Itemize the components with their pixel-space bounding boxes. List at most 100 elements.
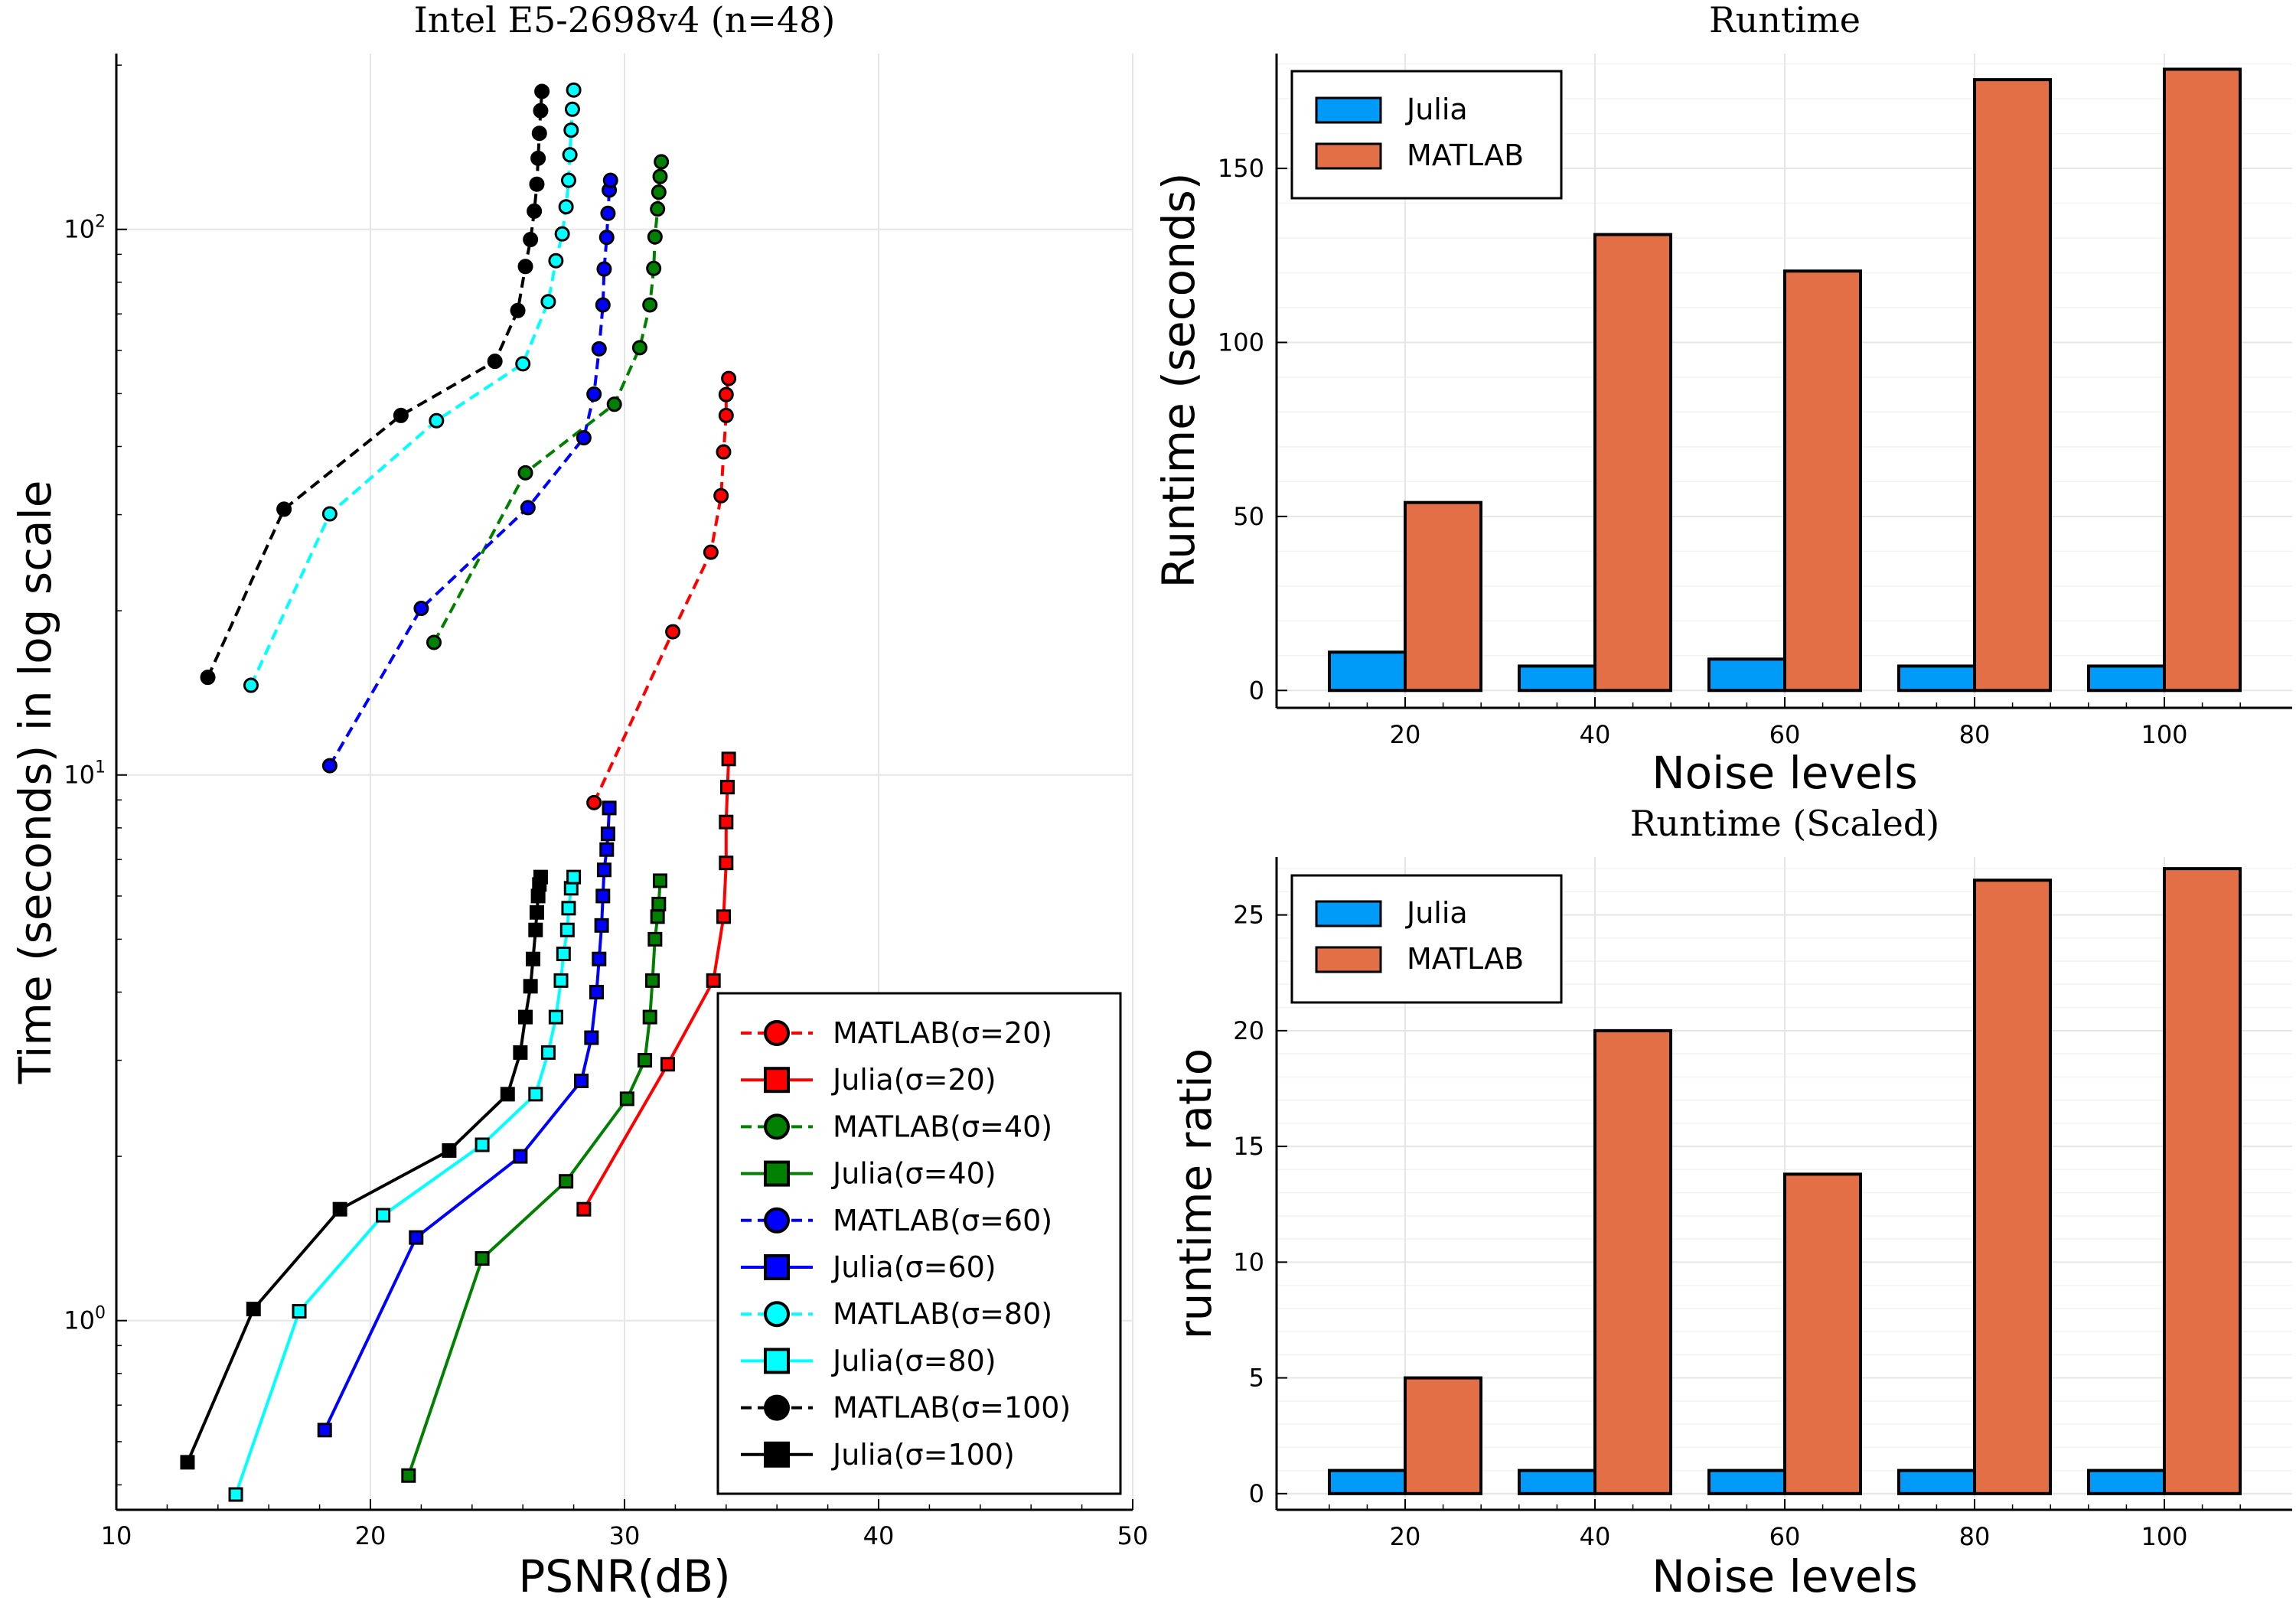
scatter-y-tick-label: 101 bbox=[64, 758, 106, 790]
data-point bbox=[401, 1468, 416, 1483]
data-point bbox=[599, 842, 615, 857]
data-point bbox=[513, 1045, 528, 1060]
runtime-bar-julia bbox=[1518, 664, 1596, 693]
data-point bbox=[718, 407, 734, 423]
runtime-bar-julia bbox=[1897, 664, 1976, 693]
scaled-bar-julia bbox=[1328, 1468, 1407, 1495]
data-point bbox=[576, 1201, 592, 1217]
data-point bbox=[586, 386, 602, 402]
data-point bbox=[180, 1455, 195, 1470]
legend-entry: MATLAB(σ=60) bbox=[741, 1204, 1052, 1237]
legend-label: Julia(σ=100) bbox=[831, 1438, 1015, 1472]
data-point bbox=[721, 751, 736, 767]
data-point bbox=[556, 947, 571, 962]
legend-entry: MATLAB(σ=20) bbox=[741, 1016, 1052, 1050]
scaled-bar-julia bbox=[2087, 1468, 2166, 1495]
legend-marker bbox=[764, 1394, 790, 1421]
runtime-bar-matlab bbox=[1404, 500, 1482, 693]
data-point bbox=[332, 1201, 347, 1217]
data-point bbox=[243, 677, 259, 693]
series-line bbox=[432, 161, 664, 644]
runtime-bar-matlab bbox=[1783, 269, 1862, 693]
data-point bbox=[576, 430, 592, 446]
data-point bbox=[515, 356, 531, 372]
scaled-legend-julia-swatch bbox=[1315, 900, 1382, 927]
legend-marker bbox=[764, 1301, 790, 1328]
data-point bbox=[654, 154, 670, 170]
legend-entry: Julia(σ=20) bbox=[741, 1063, 996, 1097]
data-point bbox=[651, 896, 667, 911]
legend-marker bbox=[764, 1254, 790, 1280]
data-point bbox=[533, 103, 549, 119]
scatter-legend: MATLAB(σ=20) Julia(σ=20) MATLAB(σ=40) Julia… bbox=[716, 992, 1122, 1495]
runtime-x-tick-label: 40 bbox=[1580, 720, 1611, 749]
series-Julia(σ=80) bbox=[228, 869, 582, 1502]
series-line bbox=[186, 876, 543, 1463]
data-point bbox=[523, 979, 538, 994]
series-MATLAB(σ=80) bbox=[243, 82, 582, 693]
data-point bbox=[589, 984, 604, 999]
data-point bbox=[647, 229, 663, 245]
data-point bbox=[718, 386, 734, 403]
series-MATLAB(σ=40) bbox=[426, 154, 670, 650]
data-point bbox=[553, 973, 569, 988]
scaled-x-tick-label: 40 bbox=[1580, 1522, 1611, 1551]
data-point bbox=[393, 407, 409, 423]
data-point bbox=[652, 873, 667, 888]
data-point bbox=[719, 856, 734, 871]
legend-label: MATLAB(σ=100) bbox=[833, 1391, 1071, 1425]
data-point bbox=[276, 501, 292, 517]
data-point bbox=[548, 253, 564, 269]
runtime-legend-julia-swatch bbox=[1315, 96, 1382, 124]
data-point bbox=[376, 1208, 391, 1223]
legend-marker bbox=[764, 1020, 790, 1046]
data-point bbox=[292, 1304, 307, 1319]
scaled-legend: Julia MATLAB bbox=[1290, 874, 1563, 1004]
data-point bbox=[525, 951, 540, 966]
data-point bbox=[600, 205, 616, 221]
series-line bbox=[406, 880, 662, 1476]
data-point bbox=[713, 487, 729, 504]
data-point bbox=[619, 1091, 634, 1107]
runtime-y-tick-label: 100 bbox=[1218, 328, 1264, 357]
runtime-y-label: Runtime (seconds) bbox=[1153, 172, 1205, 588]
series-line bbox=[592, 378, 731, 804]
runtime-bars bbox=[1328, 67, 2242, 693]
data-point bbox=[559, 922, 575, 937]
data-point bbox=[529, 905, 544, 920]
data-point bbox=[321, 506, 338, 522]
data-point bbox=[442, 1143, 457, 1158]
runtime-y-tick-label: 150 bbox=[1218, 154, 1264, 183]
data-point bbox=[554, 226, 570, 242]
data-point bbox=[600, 826, 615, 842]
data-point bbox=[650, 201, 666, 217]
series-line bbox=[249, 90, 576, 686]
data-point bbox=[317, 1423, 332, 1438]
legend-label: Julia(σ=80) bbox=[831, 1344, 996, 1377]
series-MATLAB(σ=100) bbox=[200, 83, 550, 686]
data-point bbox=[652, 168, 668, 184]
scaled-bars bbox=[1328, 867, 2242, 1495]
legend-entry: MATLAB(σ=40) bbox=[741, 1110, 1052, 1143]
data-point bbox=[429, 412, 445, 429]
scatter-panel: 10 20 30 40 50 100 101 102 Intel E5-2698v4 (n=4… bbox=[9, 0, 1148, 1602]
legend-entry: MATLAB(σ=100) bbox=[741, 1391, 1071, 1425]
data-point bbox=[563, 122, 579, 139]
data-point bbox=[523, 232, 539, 248]
runtime-legend-matlab-swatch bbox=[1315, 142, 1382, 170]
data-point bbox=[533, 869, 548, 885]
legend-label: Julia(σ=20) bbox=[831, 1063, 996, 1097]
data-point bbox=[642, 1009, 657, 1025]
data-point bbox=[530, 888, 546, 904]
scatter-series bbox=[180, 82, 737, 1502]
data-point bbox=[706, 973, 721, 988]
legend-entry: Julia(σ=60) bbox=[741, 1250, 996, 1284]
runtime-legend-box bbox=[1290, 70, 1563, 200]
data-point bbox=[566, 82, 582, 98]
data-point bbox=[595, 888, 611, 904]
legend-marker bbox=[764, 1067, 790, 1094]
data-point bbox=[529, 176, 545, 192]
data-point bbox=[638, 1053, 653, 1068]
runtime-ticks: 0 50 100 150 20 40 60 80 100 bbox=[1218, 154, 2241, 749]
legend-label: MATLAB(σ=40) bbox=[833, 1110, 1052, 1143]
